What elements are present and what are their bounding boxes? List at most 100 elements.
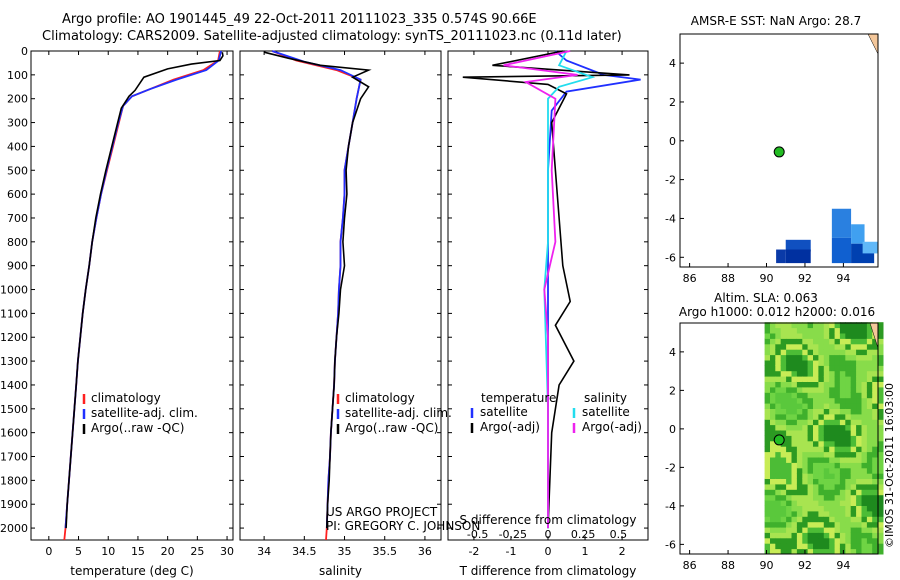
sla-cell bbox=[856, 338, 862, 345]
sla-cell bbox=[877, 381, 884, 388]
sla-cell bbox=[839, 424, 846, 431]
sla-cell bbox=[872, 430, 879, 436]
sla-cell bbox=[807, 343, 814, 350]
sla-cell bbox=[764, 505, 771, 512]
sla-cell bbox=[764, 478, 771, 485]
sla-cell bbox=[813, 354, 819, 361]
sla-cell bbox=[796, 338, 803, 345]
sla-cell bbox=[856, 478, 862, 485]
sla-cell bbox=[818, 338, 825, 345]
sla-cell bbox=[834, 489, 841, 496]
sla-cell bbox=[829, 440, 836, 447]
map-y-tick-label: 4 bbox=[669, 57, 676, 70]
sla-cell bbox=[818, 500, 825, 506]
sla-cell bbox=[829, 365, 836, 372]
sla-cell bbox=[813, 381, 819, 388]
sla-cell bbox=[780, 532, 787, 539]
sla-cell bbox=[802, 516, 809, 523]
sla-cell bbox=[834, 548, 841, 555]
depth-tick-label: 2000 bbox=[0, 522, 28, 535]
sla-map-subtitle: Argo h1000: 0.012 h2000: 0.016 bbox=[679, 305, 875, 319]
sla-cell bbox=[872, 527, 879, 533]
depth-tick-label: 1400 bbox=[0, 379, 28, 392]
depth-tick-label: 1000 bbox=[0, 284, 28, 297]
sla-cell bbox=[796, 467, 803, 474]
sla-cell bbox=[834, 505, 841, 512]
sla-cell bbox=[780, 322, 787, 329]
difference-legend-label: Argo(-adj) bbox=[480, 420, 540, 434]
depth-tick-label: 300 bbox=[7, 117, 28, 130]
sla-cell bbox=[780, 403, 787, 409]
sla-cell bbox=[829, 532, 836, 539]
sla-cell bbox=[823, 527, 830, 533]
sla-cell bbox=[861, 521, 868, 528]
depth-tick-label: 1200 bbox=[0, 331, 28, 344]
sla-cell bbox=[764, 430, 771, 436]
sla-cell bbox=[845, 457, 852, 463]
sla-cell bbox=[856, 446, 862, 453]
sst-cell bbox=[831, 208, 852, 238]
sla-cell bbox=[850, 381, 857, 388]
sla-cell bbox=[866, 543, 873, 550]
sla-cell bbox=[845, 516, 852, 523]
sla-cell bbox=[850, 354, 857, 361]
map-y-tick-label: -4 bbox=[665, 500, 676, 513]
sla-cell bbox=[802, 327, 809, 334]
sla-cell bbox=[823, 446, 830, 453]
sla-cell bbox=[877, 500, 884, 506]
sla-cell bbox=[845, 532, 852, 539]
sla-cell bbox=[818, 360, 825, 366]
sla-cell bbox=[834, 467, 841, 474]
sla-cell bbox=[807, 338, 814, 345]
sla-cell bbox=[780, 413, 787, 420]
sla-cell bbox=[829, 376, 836, 382]
sla-cell bbox=[807, 494, 814, 501]
sla-cell bbox=[845, 397, 852, 404]
sla-cell bbox=[823, 435, 830, 442]
series-line-temperature-1 bbox=[64, 50, 222, 529]
sla-cell bbox=[813, 451, 819, 458]
sla-cell bbox=[770, 467, 776, 474]
sla-cell bbox=[780, 505, 787, 512]
sla-cell bbox=[845, 365, 852, 372]
sla-cell bbox=[764, 516, 771, 523]
sla-cell bbox=[850, 548, 857, 555]
sla-cell bbox=[839, 430, 846, 436]
sla-cell bbox=[872, 370, 879, 377]
sla-cell bbox=[807, 505, 814, 512]
sla-cell bbox=[802, 543, 809, 550]
sla-cell bbox=[775, 322, 782, 329]
plot-title-line1: Argo profile: AO 1901445_49 22-Oct-2011 … bbox=[62, 12, 537, 27]
sla-cell bbox=[861, 435, 868, 442]
sla-cell bbox=[796, 376, 803, 382]
sla-cell bbox=[866, 322, 873, 329]
sla-cell bbox=[791, 548, 798, 555]
sla-cell bbox=[850, 408, 857, 415]
sla-cell bbox=[823, 489, 830, 496]
sla-cell bbox=[813, 505, 819, 512]
sla-cell bbox=[786, 333, 792, 339]
sla-cell bbox=[780, 483, 787, 490]
sla-cell bbox=[780, 365, 787, 372]
sla-cell bbox=[764, 419, 771, 426]
sla-cell bbox=[877, 532, 884, 539]
sla-cell bbox=[786, 494, 792, 501]
sla-cell bbox=[802, 527, 809, 533]
sla-cell bbox=[823, 537, 830, 544]
sla-cell bbox=[807, 440, 814, 447]
sla-cell bbox=[786, 354, 792, 361]
sla-cell bbox=[861, 500, 868, 506]
sla-cell bbox=[802, 532, 809, 539]
sla-cell bbox=[856, 435, 862, 442]
sla-cell bbox=[791, 478, 798, 485]
difference-legend-label: satellite bbox=[480, 405, 528, 419]
sla-cell bbox=[807, 413, 814, 420]
sla-cell bbox=[807, 510, 814, 517]
sla-cell bbox=[807, 537, 814, 544]
sst-cell bbox=[785, 239, 811, 252]
sla-cell bbox=[866, 473, 873, 479]
sla-cell bbox=[856, 424, 862, 431]
sla-cell bbox=[823, 386, 830, 393]
sla-cell bbox=[802, 408, 809, 415]
sla-cell bbox=[786, 381, 792, 388]
